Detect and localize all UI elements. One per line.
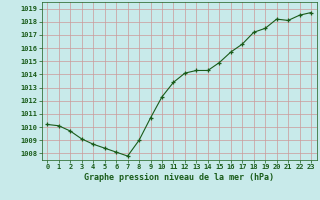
- X-axis label: Graphe pression niveau de la mer (hPa): Graphe pression niveau de la mer (hPa): [84, 173, 274, 182]
